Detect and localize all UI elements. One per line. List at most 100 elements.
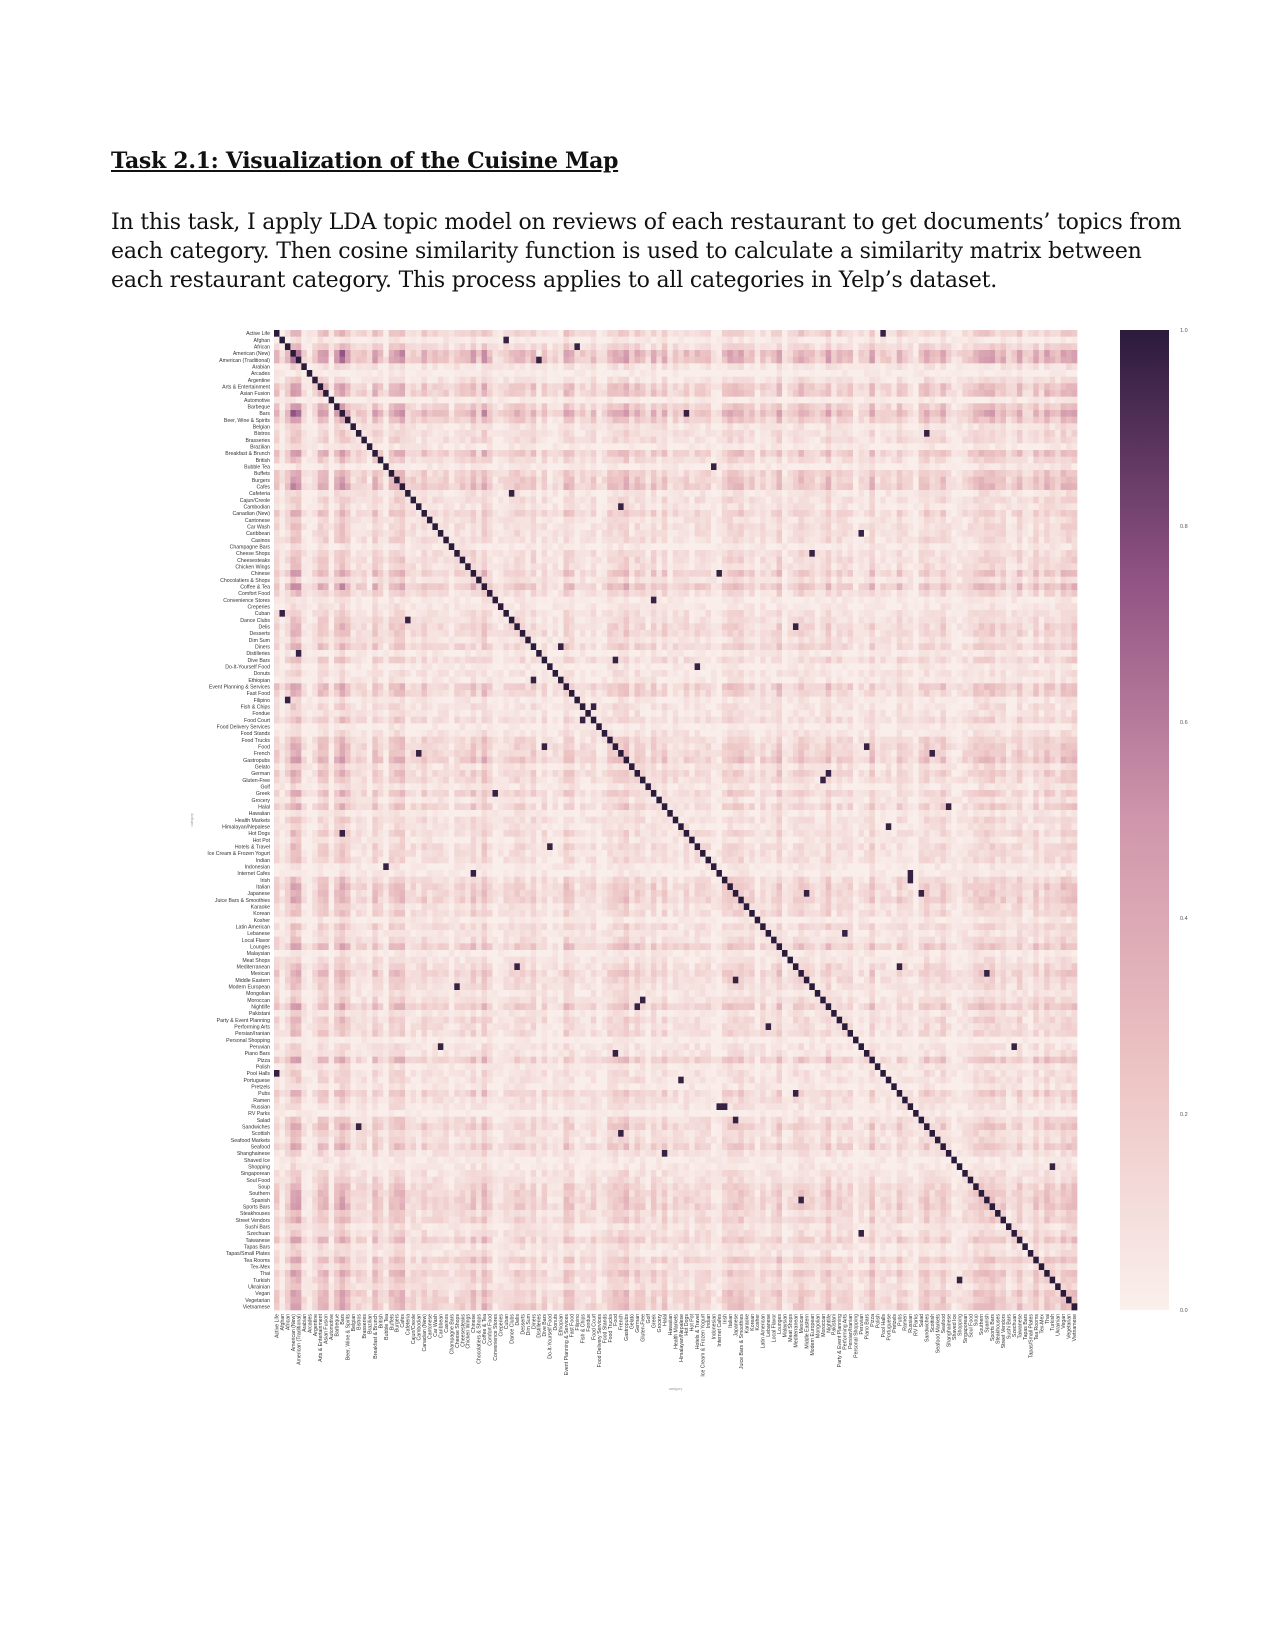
heatmap-cell — [449, 430, 455, 437]
heatmap-cell — [400, 390, 406, 397]
heatmap-cell — [389, 470, 395, 477]
heatmap-cell — [930, 523, 936, 530]
heatmap-cell — [296, 343, 302, 350]
heatmap-cell — [509, 430, 515, 437]
heatmap-cell — [432, 510, 438, 517]
heatmap-cell — [411, 437, 417, 444]
heatmap-cell — [678, 417, 684, 424]
heatmap-cell — [842, 503, 848, 510]
heatmap-cell — [1028, 490, 1034, 497]
heatmap-cell — [427, 477, 433, 484]
heatmap-cell — [498, 370, 504, 377]
heatmap-cell — [1044, 423, 1050, 430]
heatmap-cell — [940, 517, 946, 524]
heatmap-cell — [684, 550, 690, 557]
heatmap-cell — [503, 417, 509, 424]
heatmap-cell — [503, 397, 509, 404]
heatmap-cell — [432, 463, 438, 470]
heatmap-cell — [886, 497, 892, 504]
heatmap-cell — [689, 497, 695, 504]
heatmap-cell — [493, 477, 499, 484]
heatmap-cell — [1028, 390, 1034, 397]
heatmap-cell — [656, 490, 662, 497]
heatmap-cell — [580, 483, 586, 490]
heatmap-cell — [1039, 357, 1045, 364]
heatmap-cell — [990, 410, 996, 417]
heatmap-cell — [820, 383, 826, 390]
heatmap-cell — [449, 357, 455, 364]
heatmap-cell — [514, 390, 520, 397]
heatmap-cell — [493, 390, 499, 397]
heatmap-cell — [1050, 497, 1056, 504]
heatmap-cell — [1066, 517, 1072, 524]
heatmap-cell — [755, 430, 761, 437]
heatmap-cell — [815, 343, 821, 350]
heatmap-cell — [421, 423, 427, 430]
heatmap-cell — [1072, 457, 1078, 464]
heatmap-cell — [995, 390, 1001, 397]
heatmap-cell — [525, 497, 531, 504]
heatmap-cell — [711, 403, 717, 410]
heatmap-cell — [815, 357, 821, 364]
heatmap-cell — [815, 377, 821, 384]
heatmap-cell — [722, 550, 728, 557]
heatmap-cell — [1001, 477, 1007, 484]
heatmap-cell — [1066, 530, 1072, 537]
heatmap-cell — [613, 357, 619, 364]
heatmap-cell — [290, 470, 296, 477]
heatmap-cell — [968, 430, 974, 437]
heatmap-cell — [727, 370, 733, 377]
heatmap-cell — [711, 383, 717, 390]
heatmap-cell — [285, 330, 291, 337]
heatmap-cell — [432, 477, 438, 484]
heatmap-cell — [798, 370, 804, 377]
heatmap-cell — [1055, 330, 1061, 337]
heatmap-cell — [1044, 503, 1050, 510]
heatmap-cell — [340, 423, 346, 430]
heatmap-cell — [673, 517, 679, 524]
heatmap-cell — [520, 483, 526, 490]
heatmap-cell — [400, 363, 406, 370]
heatmap-cell — [520, 390, 526, 397]
heatmap-cell — [886, 370, 892, 377]
heatmap-cell — [585, 383, 591, 390]
heatmap-cell — [487, 410, 493, 417]
heatmap-cell — [312, 483, 318, 490]
heatmap-cell — [1006, 550, 1012, 557]
heatmap-cell — [1044, 510, 1050, 517]
heatmap-cell — [520, 370, 526, 377]
heatmap-cell — [897, 377, 903, 384]
heatmap-cell — [394, 377, 400, 384]
heatmap-cell — [476, 397, 482, 404]
heatmap-cell — [285, 450, 291, 457]
heatmap-cell — [875, 343, 881, 350]
heatmap-cell — [1022, 550, 1028, 557]
heatmap-cell — [290, 523, 296, 530]
heatmap-cell — [902, 437, 908, 444]
heatmap-cell — [449, 463, 455, 470]
heatmap-cell — [334, 503, 340, 510]
heatmap-cell — [323, 497, 329, 504]
heatmap-cell — [1028, 543, 1034, 550]
heatmap-cell — [815, 517, 821, 524]
heatmap-cell — [1022, 450, 1028, 457]
heatmap-cell — [831, 490, 837, 497]
heatmap-cell — [378, 417, 384, 424]
heatmap-cell — [323, 417, 329, 424]
heatmap-cell — [831, 537, 837, 544]
heatmap-cell — [749, 450, 755, 457]
heatmap-cell — [848, 383, 854, 390]
heatmap-cell — [482, 443, 488, 450]
heatmap-cell — [1066, 537, 1072, 544]
heatmap-cell — [837, 430, 843, 437]
heatmap-cell — [755, 517, 761, 524]
heatmap-cell — [990, 403, 996, 410]
heatmap-cell — [793, 523, 799, 530]
heatmap-cell — [842, 550, 848, 557]
heatmap-cell — [471, 503, 477, 510]
heatmap-cell — [520, 450, 526, 457]
heatmap-cell — [569, 523, 575, 530]
heatmap-cell — [525, 510, 531, 517]
heatmap-cell — [656, 343, 662, 350]
heatmap-cell — [804, 350, 810, 357]
